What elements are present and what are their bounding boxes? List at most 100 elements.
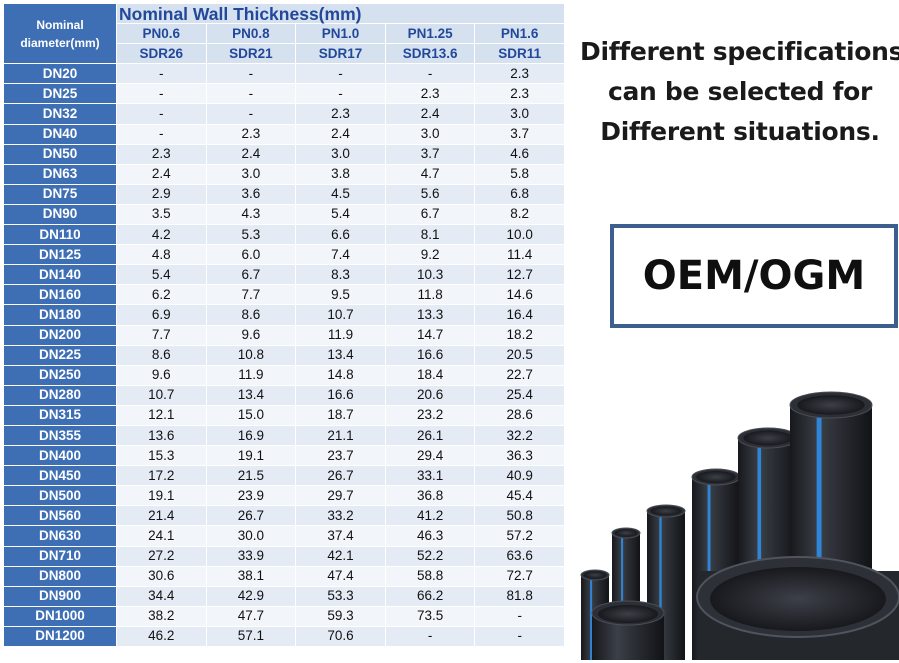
wall-thickness-cell: - [206, 64, 296, 84]
wall-thickness-cell: 3.0 [475, 104, 564, 124]
nominal-diameter-cell: DN25 [4, 84, 116, 104]
table-row: DN560 21.4 26.7 33.2 41.2 50.8 [4, 506, 564, 526]
wall-thickness-cell: 21.1 [296, 425, 385, 446]
nominal-diameter-cell: DN400 [4, 446, 116, 466]
table-row: DN160 6.2 7.7 9.5 11.8 14.6 [4, 285, 564, 305]
wall-thickness-cell: 81.8 [475, 586, 564, 606]
wall-thickness-cell: 36.8 [385, 486, 475, 506]
wall-thickness-cell: 8.3 [296, 265, 385, 285]
wall-thickness-cell: 3.6 [206, 184, 296, 204]
wall-thickness-cell: - [296, 84, 385, 104]
nominal-diameter-cell: DN800 [4, 566, 116, 586]
pipe-stripe [590, 575, 593, 660]
nominal-diameter-cell: DN1000 [4, 606, 116, 626]
wall-thickness-cell: 21.4 [117, 506, 206, 526]
sdr-class-header: SDR26 [117, 44, 206, 64]
wall-thickness-cell: 63.6 [475, 546, 564, 566]
wall-thickness-cell: 3.8 [296, 164, 385, 184]
wall-thickness-cell: 27.2 [117, 546, 206, 566]
wall-thickness-cell: 57.2 [475, 526, 564, 546]
nominal-diameter-cell: DN75 [4, 184, 116, 204]
wall-thickness-cell: 23.2 [385, 405, 475, 425]
wall-thickness-cell: 11.4 [475, 245, 564, 265]
wall-thickness-cell: 8.6 [206, 305, 296, 325]
pressure-class-row: PN0.6 PN0.8 PN1.0 PN1.25 PN1.6 [4, 24, 564, 44]
nominal-diameter-header: Nominal diameter(mm) [4, 4, 116, 64]
wall-thickness-cell: 24.1 [117, 526, 206, 546]
wall-thickness-cell: 11.9 [206, 365, 296, 385]
pipe-small [591, 600, 665, 660]
table-row: DN140 5.4 6.7 8.3 10.3 12.7 [4, 265, 564, 285]
wall-thickness-cell: 4.5 [296, 184, 385, 204]
table-row: DN315 12.1 15.0 18.7 23.2 28.6 [4, 405, 564, 425]
wall-thickness-cell: 12.1 [117, 405, 206, 425]
wall-thickness-cell: 5.4 [117, 265, 206, 285]
wall-thickness-cell: 5.4 [296, 204, 385, 225]
table-row: DN180 6.9 8.6 10.7 13.3 16.4 [4, 305, 564, 325]
wall-thickness-cell: 18.4 [385, 365, 475, 385]
wall-thickness-cell: 17.2 [117, 466, 206, 486]
nominal-diameter-cell: DN63 [4, 164, 116, 184]
wall-thickness-cell: 9.5 [296, 285, 385, 305]
table-row: DN40-2.3 2.4 3.0 3.7 [4, 124, 564, 144]
table-row: DN75 2.9 3.6 4.5 5.6 6.8 [4, 184, 564, 204]
nominal-diameter-cell: DN32 [4, 104, 116, 124]
wall-thickness-cell: 8.6 [117, 345, 206, 365]
wall-thickness-cell: 53.3 [296, 586, 385, 606]
wall-thickness-cell: 20.5 [475, 345, 564, 365]
wall-thickness-cell: 40.9 [475, 466, 564, 486]
table-row: DN20- - - -2.3 [4, 64, 564, 84]
wall-thickness-cell: 33.2 [296, 506, 385, 526]
specification-note: Different specifications can be selected… [580, 32, 899, 152]
wall-thickness-cell: - [475, 606, 564, 626]
wall-thickness-cell: 9.2 [385, 245, 475, 265]
table-row: DN710 27.2 33.9 42.1 52.2 63.6 [4, 546, 564, 566]
wall-thickness-cell: 7.7 [206, 285, 296, 305]
table-row: DN125 4.8 6.0 7.4 9.2 11.4 [4, 245, 564, 265]
wall-thickness-cell: 47.4 [296, 566, 385, 586]
dn-header-line: diameter(mm) [20, 35, 100, 50]
wall-thickness-cell: 18.2 [475, 325, 564, 345]
wall-thickness-cell: 4.3 [206, 204, 296, 225]
nominal-diameter-cell: DN450 [4, 466, 116, 486]
wall-thickness-cell: - [117, 84, 206, 104]
nominal-diameter-cell: DN110 [4, 225, 116, 245]
wall-thickness-cell: 2.3 [475, 64, 564, 84]
table-row: DN63 2.4 3.0 3.8 4.7 5.8 [4, 164, 564, 184]
wall-thickness-cell: 6.8 [475, 184, 564, 204]
wall-thickness-cell: 10.8 [206, 345, 296, 365]
wall-thickness-cell: 4.8 [117, 245, 206, 265]
wall-thickness-cell: 10.7 [117, 385, 206, 405]
wall-thickness-cell: 3.7 [385, 144, 475, 164]
nominal-diameter-cell: DN180 [4, 305, 116, 325]
wall-thickness-cell: 13.3 [385, 305, 475, 325]
table-row: DN50 2.3 2.4 3.0 3.7 4.6 [4, 144, 564, 164]
nominal-diameter-cell: DN250 [4, 365, 116, 385]
wall-thickness-cell: 10.3 [385, 265, 475, 285]
table-row: DN225 8.6 10.8 13.4 16.6 20.5 [4, 345, 564, 365]
pipe-opening [598, 605, 658, 623]
wall-thickness-cell: 22.7 [475, 365, 564, 385]
wall-thickness-cell: 8.1 [385, 225, 475, 245]
wall-thickness-cell: 50.8 [475, 506, 564, 526]
wall-thickness-cell: - [385, 626, 475, 646]
nominal-diameter-cell: DN355 [4, 425, 116, 446]
table-row: DN1000 38.2 47.7 59.3 73.5- [4, 606, 564, 626]
wall-thickness-cell: 30.0 [206, 526, 296, 546]
nominal-diameter-cell: DN630 [4, 526, 116, 546]
wall-thickness-cell: 15.3 [117, 446, 206, 466]
wall-thickness-cell: 29.4 [385, 446, 475, 466]
oem-badge-text: OEM/OGM [642, 253, 866, 299]
table-row: DN800 30.6 38.1 47.4 58.8 72.7 [4, 566, 564, 586]
pipe-stripe [707, 477, 711, 660]
wall-thickness-cell: 2.9 [117, 184, 206, 204]
wall-thickness-cell: 2.4 [206, 144, 296, 164]
wall-thickness-cell: 7.4 [296, 245, 385, 265]
wall-thickness-cell: 4.6 [475, 144, 564, 164]
wall-thickness-cell: 3.0 [296, 144, 385, 164]
sdr-class-header: SDR17 [296, 44, 385, 64]
nominal-diameter-cell: DN40 [4, 124, 116, 144]
nominal-diameter-cell: DN50 [4, 144, 116, 164]
wall-thickness-cell: 16.6 [385, 345, 475, 365]
wall-thickness-cell: 14.7 [385, 325, 475, 345]
